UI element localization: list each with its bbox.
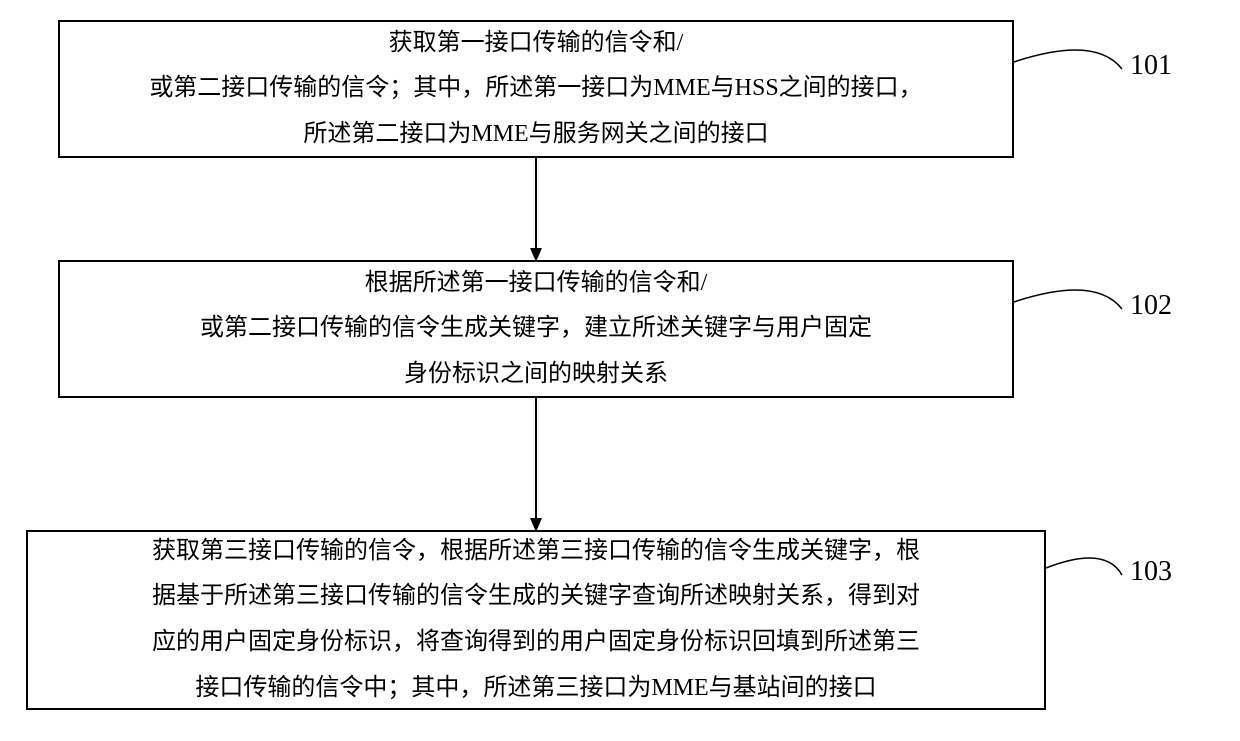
node-text-line: 获取第三接口传输的信令，根据所述第三接口传输的信令生成关键字，根 [152, 529, 920, 575]
node-text-line: 获取第一接口传输的信令和/ [149, 21, 922, 67]
leader-line [1014, 290, 1122, 309]
leader-line [1014, 50, 1122, 69]
flowchart-node-n2: 根据所述第一接口传输的信令和/或第二接口传输的信令生成关键字，建立所述关键字与用… [58, 260, 1014, 398]
node-text-line: 所述第二接口为MME与服务网关之间的接口 [149, 112, 922, 158]
step-label-103: 103 [1130, 556, 1172, 588]
node-text-line: 或第二接口传输的信令生成关键字，建立所述关键字与用户固定 [200, 306, 872, 352]
node-text-line: 身份标识之间的映射关系 [200, 352, 872, 398]
step-label-101: 101 [1130, 50, 1172, 82]
node-text-line: 或第二接口传输的信令；其中，所述第一接口为MME与HSS之间的接口， [149, 66, 922, 112]
leader-line [1046, 558, 1122, 575]
flowchart-node-n3: 获取第三接口传输的信令，根据所述第三接口传输的信令生成关键字，根据基于所述第三接… [26, 530, 1046, 710]
node-text-line: 接口传输的信令中；其中，所述第三接口为MME与基站间的接口 [152, 666, 920, 712]
step-label-102: 102 [1130, 290, 1172, 322]
node-text-line: 应的用户固定身份标识，将查询得到的用户固定身份标识回填到所述第三 [152, 620, 920, 666]
flowchart-node-n1: 获取第一接口传输的信令和/或第二接口传输的信令；其中，所述第一接口为MME与HS… [58, 20, 1014, 158]
flowchart-canvas: 获取第一接口传输的信令和/或第二接口传输的信令；其中，所述第一接口为MME与HS… [0, 0, 1240, 741]
node-text-line: 根据所述第一接口传输的信令和/ [200, 261, 872, 307]
node-text-line: 据基于所述第三接口传输的信令生成的关键字查询所述映射关系，得到对 [152, 574, 920, 620]
